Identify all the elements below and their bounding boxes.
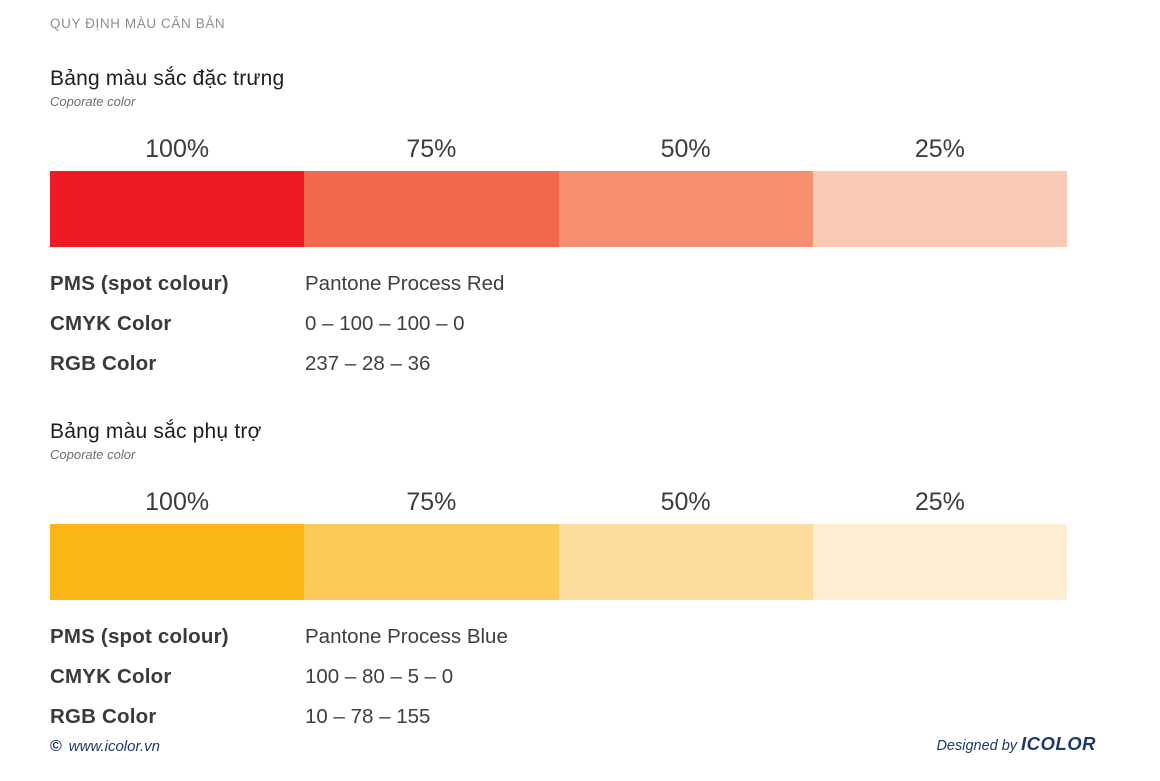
- spec-value: 237 – 28 – 36: [305, 352, 431, 375]
- section-title: Bảng màu sắc đặc trưng: [50, 67, 285, 90]
- color-spec-table: PMS (spot colour) Pantone Process Red CM…: [50, 272, 1067, 376]
- spec-row-cmyk: CMYK Color 0 – 100 – 100 – 0: [50, 312, 1067, 336]
- tint-swatch-25: [812, 171, 1067, 247]
- primary-color-section: Bảng màu sắc đặc trưng Coporate color 10…: [50, 67, 1067, 376]
- spec-label: CMYK Color: [50, 312, 172, 335]
- designer-credit: Designed by ICOLOR: [936, 733, 1096, 755]
- designer-brand: ICOLOR: [1021, 733, 1096, 754]
- secondary-tint-bar: [50, 524, 1067, 600]
- website-link[interactable]: www.icolor.vn: [68, 738, 160, 755]
- spec-label: PMS (spot colour): [50, 272, 229, 295]
- copyright-icon: ©: [50, 737, 62, 755]
- spec-value: 0 – 100 – 100 – 0: [305, 312, 465, 335]
- tint-percent-label: 50%: [660, 488, 711, 516]
- tint-percent-label: 25%: [914, 135, 965, 163]
- page-title: QUY ĐỊNH MÀU CĂN BẢN: [50, 16, 226, 31]
- spec-row-rgb: RGB Color 10 – 78 – 155: [50, 705, 1067, 729]
- tint-swatch-75: [304, 524, 559, 600]
- primary-tint-bar: [50, 171, 1067, 247]
- tint-swatch-25: [812, 524, 1067, 600]
- section-subtitle: Coporate color: [50, 447, 136, 462]
- tint-percent-label: 25%: [914, 488, 965, 516]
- tint-swatch-100: [50, 524, 305, 600]
- footer: © www.icolor.vn Designed by ICOLOR: [50, 733, 1096, 755]
- tint-percent-labels: 100% 75% 50% 25%: [50, 135, 1067, 164]
- tint-percent-label: 75%: [406, 488, 457, 516]
- spec-label: CMYK Color: [50, 665, 172, 688]
- spec-value: 10 – 78 – 155: [305, 705, 431, 728]
- tint-swatch-100: [50, 171, 305, 247]
- tint-percent-label: 100%: [145, 488, 210, 516]
- spec-value: Pantone Process Blue: [305, 625, 508, 648]
- tint-swatch-50: [558, 524, 813, 600]
- spec-row-pms: PMS (spot colour) Pantone Process Blue: [50, 625, 1067, 649]
- spec-row-pms: PMS (spot colour) Pantone Process Red: [50, 272, 1067, 296]
- tint-swatch-75: [304, 171, 559, 247]
- section-title: Bảng màu sắc phụ trợ: [50, 420, 262, 443]
- tint-percent-label: 100%: [145, 135, 210, 163]
- tint-percent-label: 50%: [660, 135, 711, 163]
- spec-label: PMS (spot colour): [50, 625, 229, 648]
- designer-credit-prefix: Designed by: [936, 738, 1018, 754]
- section-subtitle: Coporate color: [50, 94, 136, 109]
- color-spec-table: PMS (spot colour) Pantone Process Blue C…: [50, 625, 1067, 729]
- spec-label: RGB Color: [50, 705, 157, 728]
- secondary-color-section: Bảng màu sắc phụ trợ Coporate color 100%…: [50, 420, 1067, 729]
- spec-label: RGB Color: [50, 352, 157, 375]
- tint-swatch-50: [558, 171, 813, 247]
- spec-row-rgb: RGB Color 237 – 28 – 36: [50, 352, 1067, 376]
- spec-row-cmyk: CMYK Color 100 – 80 – 5 – 0: [50, 665, 1067, 689]
- spec-value: 100 – 80 – 5 – 0: [305, 665, 454, 688]
- tint-percent-labels: 100% 75% 50% 25%: [50, 488, 1067, 517]
- spec-value: Pantone Process Red: [305, 272, 505, 295]
- website-credit: © www.icolor.vn: [50, 738, 160, 755]
- tint-percent-label: 75%: [406, 135, 457, 163]
